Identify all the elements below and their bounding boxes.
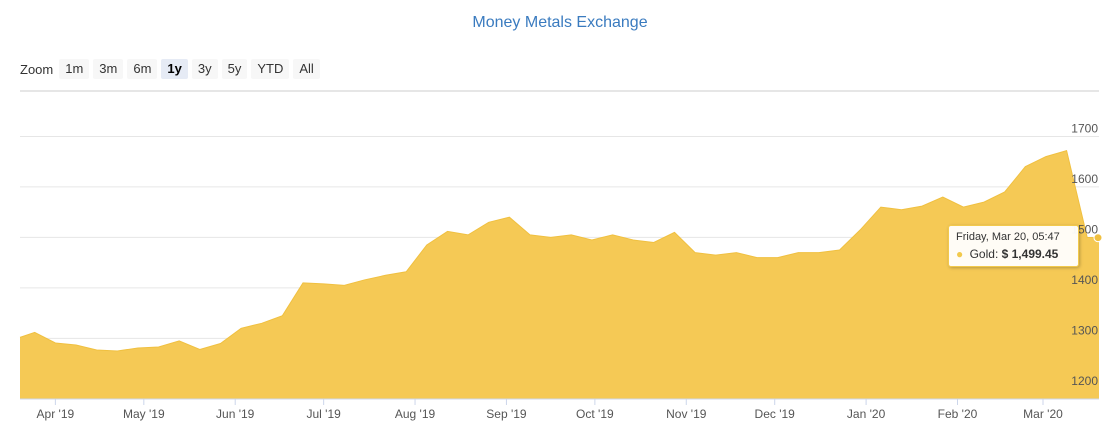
x-tick-label: Feb '20 xyxy=(938,407,978,421)
zoom-label: Zoom xyxy=(20,61,54,77)
gold-line xyxy=(19,149,1100,352)
zoom-1y-button[interactable]: 1y xyxy=(161,59,188,79)
tooltip-row: ● Gold: $ 1,499.45 xyxy=(956,247,1071,261)
y-tick-label: 1300 xyxy=(1071,323,1098,337)
x-tick-label: Dec '19 xyxy=(755,407,796,421)
x-tick-label: May '19 xyxy=(123,407,165,421)
tooltip-value: $ 1,499.45 xyxy=(1001,247,1059,261)
zoom-6m-button[interactable]: 6m xyxy=(127,59,158,79)
zoom-ytd-button[interactable]: YTD xyxy=(251,59,290,79)
tooltip-date: Friday, Mar 20, 05:47 xyxy=(956,231,1060,243)
zoom-5y-button[interactable]: 5y xyxy=(221,59,248,79)
x-tick-label: Jan '20 xyxy=(847,407,886,421)
chart-title: Money Metals Exchange xyxy=(472,14,648,31)
price-tooltip: Friday, Mar 20, 05:47 ● Gold: $ 1,499.45 xyxy=(948,225,1079,267)
tooltip-series-name: Gold: xyxy=(969,247,999,261)
zoom-bar: Zoom 1m 3m 6m 1y 3y 5y YTD All xyxy=(20,58,324,80)
series-dot-icon: ● xyxy=(956,247,964,261)
zoom-1m-button[interactable]: 1m xyxy=(59,59,90,79)
zoom-3m-button[interactable]: 3m xyxy=(93,59,124,79)
x-tick-label: Sep '19 xyxy=(486,407,527,421)
zoom-all-button[interactable]: All xyxy=(293,59,320,79)
x-tick-label: Nov '19 xyxy=(666,407,707,421)
zoom-3y-button[interactable]: 3y xyxy=(191,59,218,79)
gold-area[interactable] xyxy=(20,150,1099,399)
y-tick-label: 1400 xyxy=(1071,273,1098,287)
x-tick-label: Apr '19 xyxy=(37,407,75,421)
x-tick-label: Oct '19 xyxy=(576,407,614,421)
y-tick-label: 1200 xyxy=(1071,374,1098,388)
x-tick-label: Jun '19 xyxy=(216,407,255,421)
x-tick-label: Jul '19 xyxy=(306,407,341,421)
y-tick-label: 1700 xyxy=(1071,121,1098,135)
y-tick-label: 1600 xyxy=(1071,172,1098,186)
hover-point-marker xyxy=(1093,233,1103,243)
x-tick-label: Aug '19 xyxy=(395,407,436,421)
x-tick-label: Mar '20 xyxy=(1023,407,1063,421)
x-axis: Apr '19 May '19 Jun '19 Jul '19 Aug '19 Sep '… xyxy=(37,399,1063,421)
